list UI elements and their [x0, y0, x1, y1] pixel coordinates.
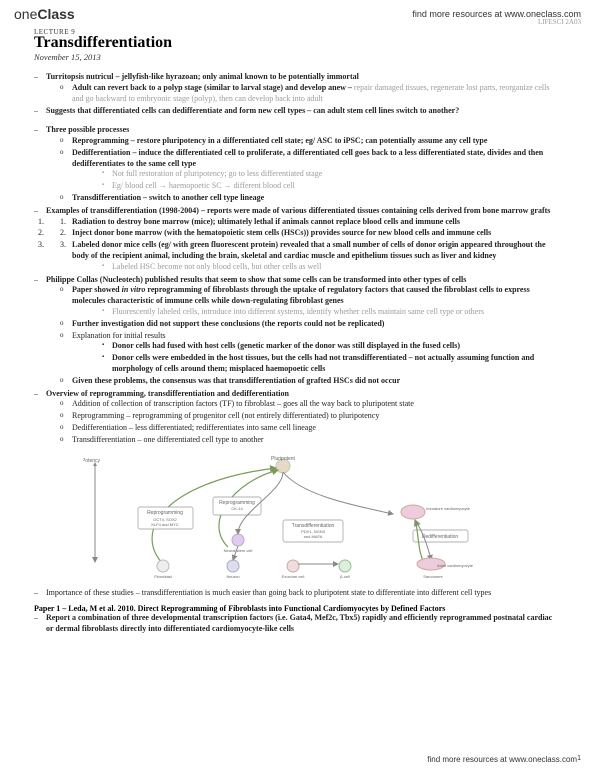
- axis-label: Potency: [83, 458, 101, 464]
- header-bar: oneClass find more resources at www.onec…: [0, 0, 595, 26]
- logo: oneClass: [14, 6, 75, 22]
- list-item: Addition of collection of transcription …: [46, 399, 561, 410]
- list-item: Philippe Collas (Nucleotech) published r…: [34, 275, 561, 387]
- list-item: Examples of transdifferentiation (1998-2…: [34, 206, 561, 273]
- paper-heading: Paper 1 – Leda, M et al. 2010. Direct Re…: [34, 604, 561, 613]
- svg-text:Pluripotent: Pluripotent: [271, 456, 296, 462]
- svg-text:Immature cardiomyocyte: Immature cardiomyocyte: [426, 506, 471, 511]
- svg-text:Reprogramming: Reprogramming: [147, 510, 183, 516]
- svg-text:KLF4 and MYC: KLF4 and MYC: [151, 522, 178, 527]
- list-item: Dedifferentiation – less differentiated;…: [46, 423, 561, 434]
- list-item: Reprogramming – restore pluripotency in …: [46, 136, 561, 147]
- svg-text:Adult cardiomyocyte: Adult cardiomyocyte: [436, 563, 473, 568]
- diagram-overview: Potency Pluripotent Reprogramming OCT4, …: [83, 452, 513, 582]
- list-item: Radiation to destroy bone marrow (mice);…: [46, 217, 561, 228]
- page-title: Transdifferentiation: [34, 34, 561, 52]
- list-item: Report a combination of three developmen…: [34, 613, 561, 635]
- list-item: Not full restoration of pluripotency; go…: [72, 169, 561, 180]
- svg-text:Neural stem cell: Neural stem cell: [223, 548, 252, 553]
- svg-text:and MAFA: and MAFA: [303, 534, 322, 539]
- svg-text:Dedifferentiation: Dedifferentiation: [421, 534, 458, 540]
- list-item: Adult can revert back to a polyp stage (…: [46, 83, 561, 105]
- svg-text:β-cell: β-cell: [340, 574, 350, 579]
- footer: find more resources at www.oneclass.com1: [427, 755, 581, 764]
- list-item: Turritopsis nutricul – jellyfish-like hy…: [34, 72, 561, 104]
- list-item: Reprogramming – reprogramming of progeni…: [46, 411, 561, 422]
- list-item: Further investigation did not support th…: [46, 319, 561, 330]
- list-item: Labeled HSC become not only blood cells,…: [72, 262, 561, 273]
- list-item: Donor cells were embedded in the host ti…: [72, 353, 561, 375]
- list-item: Dedifferentiation – induce the different…: [46, 148, 561, 192]
- list-item: Transdifferentiation – switch to another…: [46, 193, 561, 204]
- list-item: Overview of reprogramming, transdifferen…: [34, 389, 561, 446]
- date: November 15, 2013: [34, 52, 561, 62]
- list-item: Explanation for initial results Donor ce…: [46, 331, 561, 375]
- list-item: Labeled donor mice cells (eg/ with green…: [46, 240, 561, 272]
- note-list: Turritopsis nutricul – jellyfish-like hy…: [34, 72, 561, 117]
- list-item: Three possible processes Reprogramming –…: [34, 125, 561, 204]
- list-item: Transdifferentiation – one differentiate…: [46, 435, 561, 446]
- list-item: Inject donor bone marrow (with the hemat…: [46, 228, 561, 239]
- svg-text:CK-14: CK-14: [231, 506, 243, 511]
- svg-text:Sarcomere: Sarcomere: [423, 574, 443, 579]
- list-item: Importance of these studies – transdiffe…: [34, 588, 561, 599]
- list-item: Fluorescently labeled cells, introduce i…: [72, 307, 561, 318]
- list-item: Paper showed in vitro reprogramming of f…: [46, 285, 561, 317]
- document-content: LECTURE 9 Transdifferentiation November …: [0, 28, 595, 635]
- course-tag: LIFESCI 2A03: [538, 18, 581, 26]
- list-item: Donor cells had fused with host cells (g…: [72, 341, 561, 352]
- list-item: Given these problems, the consensus was …: [46, 376, 561, 387]
- svg-text:Exocrine cell: Exocrine cell: [281, 574, 304, 579]
- svg-text:Neuron: Neuron: [226, 574, 239, 579]
- list-item: Eg/ blood cell → haemopoetic SC → differ…: [72, 181, 561, 192]
- svg-text:Fibroblast: Fibroblast: [154, 574, 172, 579]
- list-item: Suggests that differentiated cells can d…: [34, 106, 561, 117]
